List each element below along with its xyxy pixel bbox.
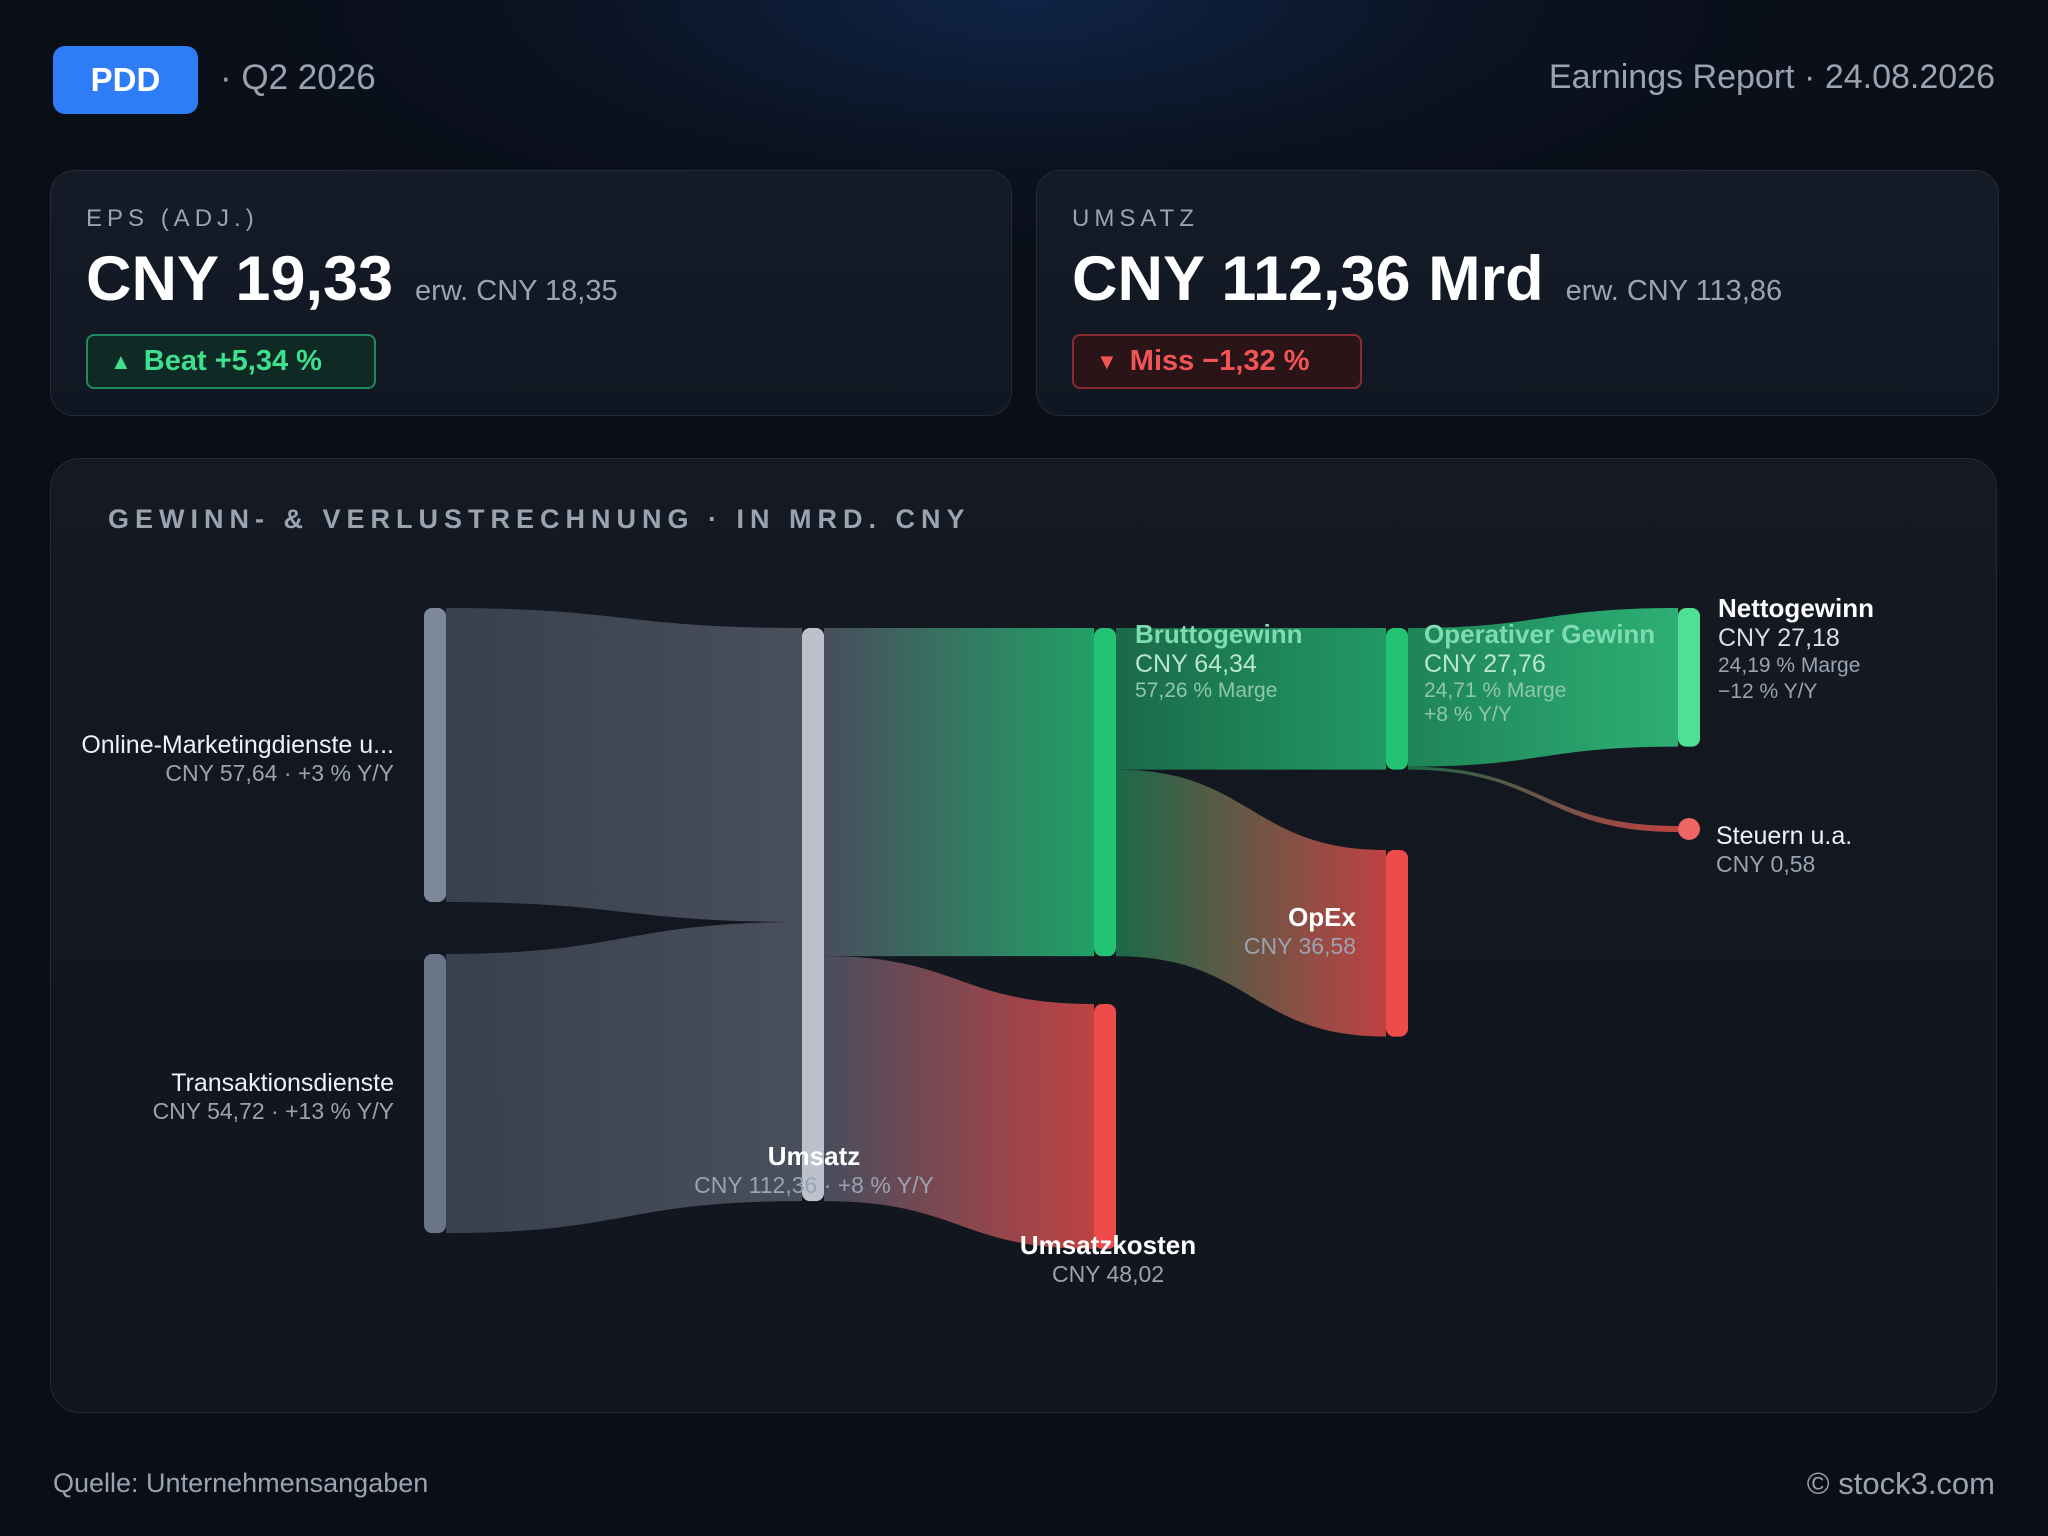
node-bar-op (1386, 628, 1408, 770)
op-margin: 24,71 % Marge (1424, 679, 1567, 702)
revenue-value: CNY 112,36 Mrd (1072, 244, 1544, 314)
link-op-netto (1408, 608, 1678, 767)
brutto-value: CNY 64,34 (1135, 650, 1257, 678)
revenue-label: UMSATZ (1072, 205, 1199, 232)
netto-margin: 24,19 % Marge (1718, 654, 1861, 677)
link-online-umsatz (446, 608, 802, 922)
source-note: Quelle: Unternehmensangaben (53, 1468, 429, 1498)
op-name: Operativer Gewinn (1424, 619, 1656, 649)
report-date: Earnings Report · 24.08.2026 (1548, 58, 1995, 96)
node-bar-opex (1386, 850, 1408, 1037)
node-bar-kosten (1094, 1004, 1116, 1249)
link-umsatz-brutto (824, 628, 1094, 957)
revenue-card: UMSATZ CNY 112,36 Mrd erw. CNY 113,86 ▼ M… (1036, 170, 1999, 416)
node-bar-netto (1678, 608, 1700, 747)
eps-value: CNY 19,33 (86, 244, 394, 314)
opex-name: OpEx (1288, 902, 1356, 932)
steuern-value: CNY 0,58 (1716, 851, 1816, 877)
kosten-name: Umsatzkosten (1019, 1230, 1197, 1260)
node-bar-steuern (1678, 818, 1700, 840)
link-umsatz-kosten (824, 956, 1094, 1249)
umsatz-name: Umsatz (767, 1141, 861, 1171)
link-op-steuern (1408, 766, 1678, 832)
node-label-umsatzkosten: Umsatzkosten CNY 48,02 (958, 1230, 1258, 1288)
node-label-umsatz: Umsatz CNY 112,36 · +8 % Y/Y (664, 1141, 964, 1199)
revenue-value-row: CNY 112,36 Mrd erw. CNY 113,86 (1072, 243, 1782, 315)
node-bar-trans (424, 954, 446, 1234)
trans-name: Transaktionsdienste (171, 1069, 394, 1097)
triangle-down-icon: ▼ (1096, 348, 1118, 374)
trans-value: CNY 54,72 · +13 % Y/Y (152, 1098, 394, 1124)
netto-name: Nettogewinn (1718, 593, 1874, 623)
steuern-name: Steuern u.a. (1716, 822, 1853, 850)
node-label-transaktionsdienste: Transaktionsdienste CNY 54,72 · +13 % Y/… (153, 1069, 394, 1125)
eps-value-row: CNY 19,33 erw. CNY 18,35 (86, 243, 618, 315)
ticker-badge: PDD (53, 46, 198, 114)
node-bar-online (424, 608, 446, 902)
online-name: Online-Marketingdienste u... (81, 731, 394, 759)
node-label-bruttogewinn: Bruttogewinn CNY 64,34 57,26 % Marge (1135, 619, 1303, 703)
umsatz-value: CNY 112,36 · +8 % Y/Y (694, 1172, 934, 1198)
quarter-label: · Q2 2026 (220, 58, 376, 97)
online-value: CNY 57,64 · +3 % Y/Y (165, 760, 394, 786)
op-growth: +8 % Y/Y (1424, 703, 1512, 726)
eps-beat-badge: ▲ Beat +5,34 % (86, 334, 376, 389)
netto-growth: −12 % Y/Y (1718, 680, 1818, 703)
eps-card: EPS (ADJ.) CNY 19,33 erw. CNY 18,35 ▲ Bea… (50, 170, 1012, 416)
opex-value: CNY 36,58 (1243, 933, 1356, 959)
link-trans-umsatz (446, 922, 802, 1234)
revenue-miss-badge: ▼ Miss −1,32 % (1072, 334, 1362, 389)
node-bar-umsatz (802, 628, 824, 1202)
triangle-up-icon: ▲ (110, 348, 132, 374)
op-value: CNY 27,76 (1424, 650, 1546, 678)
brutto-margin: 57,26 % Marge (1135, 679, 1278, 702)
copyright: © stock3.com (1806, 1466, 1995, 1501)
revenue-expected: erw. CNY 113,86 (1565, 275, 1783, 307)
node-label-steuern: Steuern u.a. CNY 0,58 (1716, 822, 1852, 878)
eps-label: EPS (ADJ.) (86, 205, 259, 232)
node-label-nettogewinn: Nettogewinn CNY 27,18 24,19 % Marge −12 … (1718, 593, 1874, 705)
chart-title: GEWINN- & VERLUSTRECHNUNG · IN MRD. CNY (108, 504, 971, 534)
node-label-online: Online-Marketingdienste u... CNY 57,64 ·… (81, 731, 394, 787)
eps-expected: erw. CNY 18,35 (415, 275, 618, 307)
netto-value: CNY 27,18 (1718, 624, 1840, 652)
link-brutto-opex (1116, 769, 1386, 1037)
revenue-miss-text: Miss −1,32 % (1129, 345, 1310, 377)
node-bar-brutto (1094, 628, 1116, 957)
node-label-opex: OpEx CNY 36,58 (1244, 902, 1356, 960)
link-brutto-op (1116, 628, 1386, 770)
brutto-name: Bruttogewinn (1135, 619, 1303, 649)
node-label-operativer-gewinn: Operativer Gewinn CNY 27,76 24,71 % Marg… (1424, 619, 1655, 727)
kosten-value: CNY 48,02 (1051, 1261, 1165, 1287)
eps-beat-text: Beat +5,34 % (143, 345, 322, 377)
